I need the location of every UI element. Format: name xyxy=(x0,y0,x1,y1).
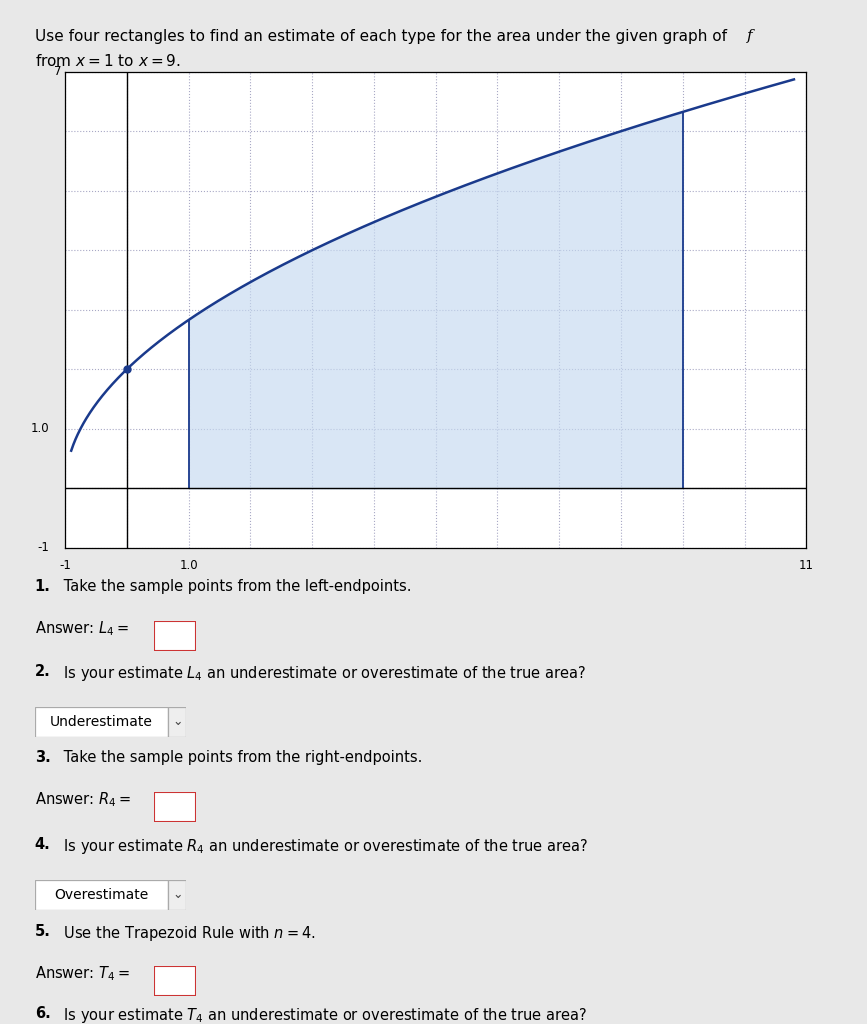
Text: 11: 11 xyxy=(799,558,814,571)
Text: 2.: 2. xyxy=(35,664,50,679)
Bar xyxy=(168,707,186,737)
Text: Underestimate: Underestimate xyxy=(50,715,153,729)
Text: 1.0: 1.0 xyxy=(179,558,198,571)
Text: -1: -1 xyxy=(37,542,49,554)
Text: 4.: 4. xyxy=(35,837,50,852)
Text: Use four rectangles to find an estimate of each type for the area under the give: Use four rectangles to find an estimate … xyxy=(35,29,732,44)
Text: -1: -1 xyxy=(59,558,71,571)
Text: Take the sample points from the left-endpoints.: Take the sample points from the left-end… xyxy=(59,579,412,594)
Text: Take the sample points from the right-endpoints.: Take the sample points from the right-en… xyxy=(59,750,422,765)
Text: Answer: $T_4 =$: Answer: $T_4 =$ xyxy=(35,965,129,983)
Text: Answer: $R_4 =$: Answer: $R_4 =$ xyxy=(35,791,131,809)
Text: from $x=1$ to $x=9$.: from $x=1$ to $x=9$. xyxy=(35,53,180,70)
Text: ⌄: ⌄ xyxy=(172,889,183,901)
Text: Use the Trapezoid Rule with $n = 4$.: Use the Trapezoid Rule with $n = 4$. xyxy=(59,924,316,943)
Bar xyxy=(35,707,168,737)
Text: 7: 7 xyxy=(55,66,62,78)
Text: f: f xyxy=(747,29,753,43)
Bar xyxy=(35,880,168,910)
Text: 5.: 5. xyxy=(35,924,50,939)
Text: Overestimate: Overestimate xyxy=(55,888,148,902)
Text: 1.: 1. xyxy=(35,579,50,594)
Text: 3.: 3. xyxy=(35,750,50,765)
Text: Is your estimate $L_4$ an underestimate or overestimate of the true area?: Is your estimate $L_4$ an underestimate … xyxy=(59,664,586,683)
Text: Is your estimate $T_4$ an underestimate or overestimate of the true area?: Is your estimate $T_4$ an underestimate … xyxy=(59,1006,587,1024)
Text: 6.: 6. xyxy=(35,1006,50,1021)
Bar xyxy=(168,880,186,910)
Text: ⌄: ⌄ xyxy=(172,716,183,728)
Text: 1.0: 1.0 xyxy=(31,422,49,435)
Text: Answer: $L_4 =$: Answer: $L_4 =$ xyxy=(35,620,128,638)
Text: Is your estimate $R_4$ an underestimate or overestimate of the true area?: Is your estimate $R_4$ an underestimate … xyxy=(59,837,588,856)
